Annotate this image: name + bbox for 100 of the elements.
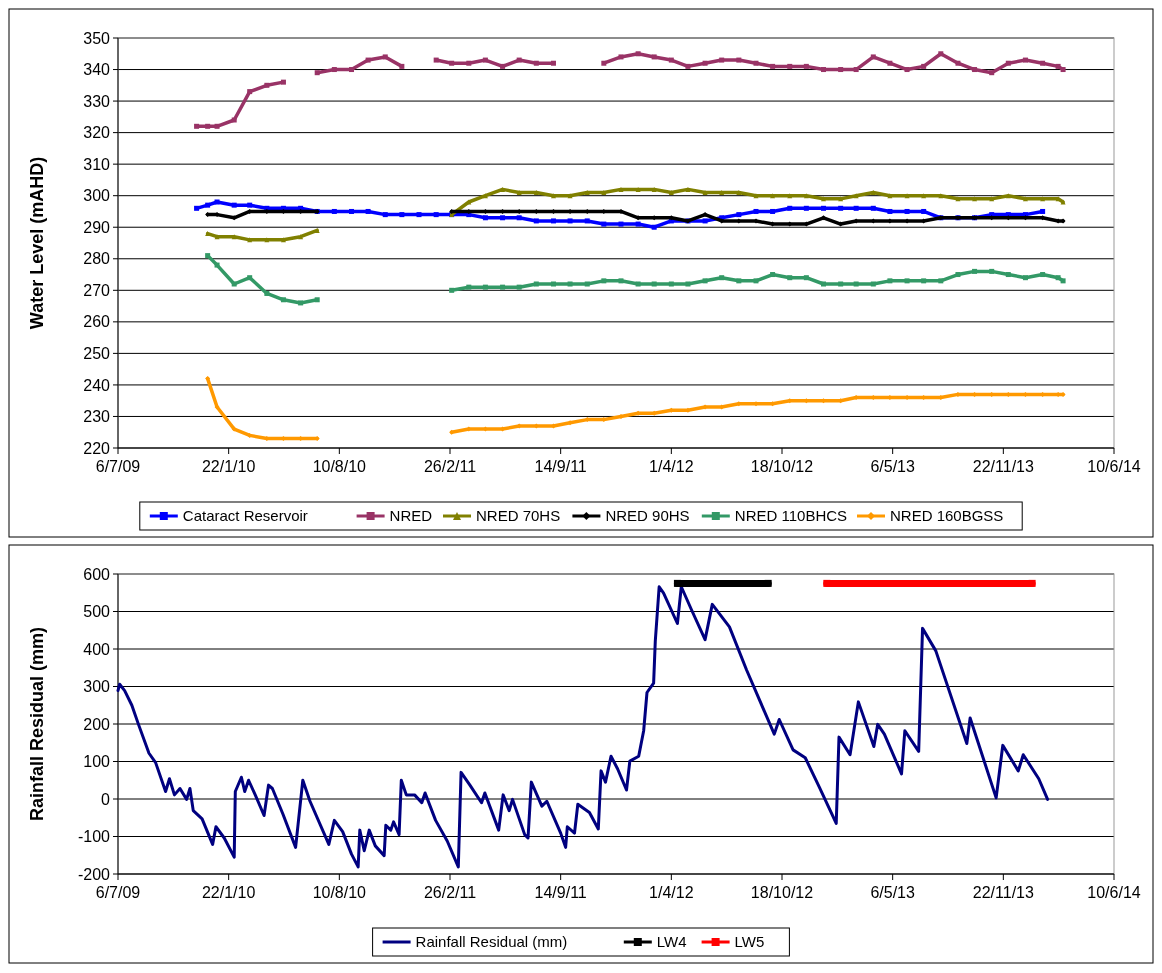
point	[770, 63, 776, 69]
point	[399, 212, 405, 218]
point	[989, 268, 995, 274]
point	[567, 281, 573, 287]
point	[821, 281, 826, 287]
point	[500, 215, 506, 221]
point	[736, 278, 742, 284]
x-tick-label: 22/1/10	[201, 458, 256, 475]
point	[516, 190, 522, 196]
point	[331, 67, 337, 73]
point	[349, 208, 355, 214]
point	[853, 218, 859, 224]
point	[1060, 199, 1066, 205]
point	[1005, 60, 1011, 66]
point	[618, 221, 624, 227]
point	[702, 218, 708, 224]
point	[567, 420, 573, 426]
point	[887, 193, 893, 199]
y-tick-label: 320	[83, 124, 111, 142]
point	[685, 281, 691, 287]
point	[821, 215, 826, 221]
point	[382, 212, 388, 218]
y-tick-label: 230	[83, 408, 111, 426]
y-tick-label: 270	[83, 281, 111, 299]
point	[821, 67, 826, 73]
point	[550, 218, 556, 224]
x-tick-label: 6/7/09	[95, 884, 141, 901]
point	[550, 193, 556, 199]
legend-label: NRED	[389, 507, 433, 525]
point	[651, 54, 657, 60]
x-tick-label: 6/5/13	[870, 458, 916, 475]
point	[938, 278, 944, 284]
point	[821, 196, 826, 202]
point	[870, 205, 876, 211]
point	[1040, 215, 1046, 221]
point	[314, 70, 320, 76]
point	[449, 429, 455, 435]
point	[1055, 218, 1061, 224]
point	[719, 275, 725, 281]
y-tick-label: 250	[83, 344, 111, 362]
point	[231, 281, 237, 287]
point	[736, 190, 742, 196]
point	[719, 57, 725, 63]
point	[601, 278, 607, 284]
point	[887, 208, 893, 214]
point	[887, 278, 893, 284]
point	[904, 208, 910, 214]
point	[231, 426, 237, 432]
point	[838, 67, 844, 73]
legend-label: NRED 70HS	[476, 507, 561, 525]
point	[753, 218, 759, 224]
point	[205, 202, 211, 208]
point	[601, 190, 607, 196]
point	[1055, 63, 1061, 69]
y-tick-label: 200	[83, 715, 111, 733]
point	[349, 67, 355, 73]
point	[466, 284, 472, 290]
point	[567, 218, 573, 224]
point	[668, 57, 674, 63]
point	[264, 82, 270, 88]
x-tick-label: 22/11/13	[972, 458, 1034, 475]
y-tick-label: 500	[83, 603, 111, 621]
point	[1040, 60, 1046, 66]
y-tick-label: 310	[83, 155, 111, 173]
point	[205, 123, 211, 129]
y-tick-label: 300	[83, 187, 111, 205]
point	[753, 278, 759, 284]
point	[853, 205, 859, 211]
point	[685, 63, 691, 69]
point	[972, 268, 978, 274]
x-tick-label: 14/9/11	[534, 458, 587, 475]
point	[1022, 275, 1028, 281]
point	[787, 205, 793, 211]
legend-label: NRED 90HS	[605, 507, 690, 525]
y-tick-label: 0	[101, 790, 111, 808]
point	[921, 208, 927, 214]
point	[533, 190, 539, 196]
point	[685, 186, 691, 192]
x-tick-label: 10/8/10	[312, 458, 367, 475]
point	[516, 423, 522, 429]
legend-label: NRED 110BHCS	[734, 507, 848, 525]
point	[955, 60, 961, 66]
point	[533, 60, 539, 66]
point	[1055, 275, 1061, 281]
point	[770, 193, 776, 199]
y-tick-label: 240	[83, 376, 111, 394]
y-tick-label: 600	[83, 565, 111, 583]
point	[231, 202, 237, 208]
point	[500, 63, 506, 69]
point	[921, 278, 927, 284]
point	[955, 272, 961, 278]
point	[838, 281, 844, 287]
x-tick-label: 26/2/11	[423, 884, 477, 901]
x-tick-label: 18/10/12	[750, 884, 814, 901]
point	[853, 67, 859, 73]
point	[433, 57, 439, 63]
point	[753, 208, 759, 214]
point	[838, 205, 844, 211]
point	[870, 190, 876, 196]
legend-label: Cataract Reservoir	[182, 507, 308, 525]
